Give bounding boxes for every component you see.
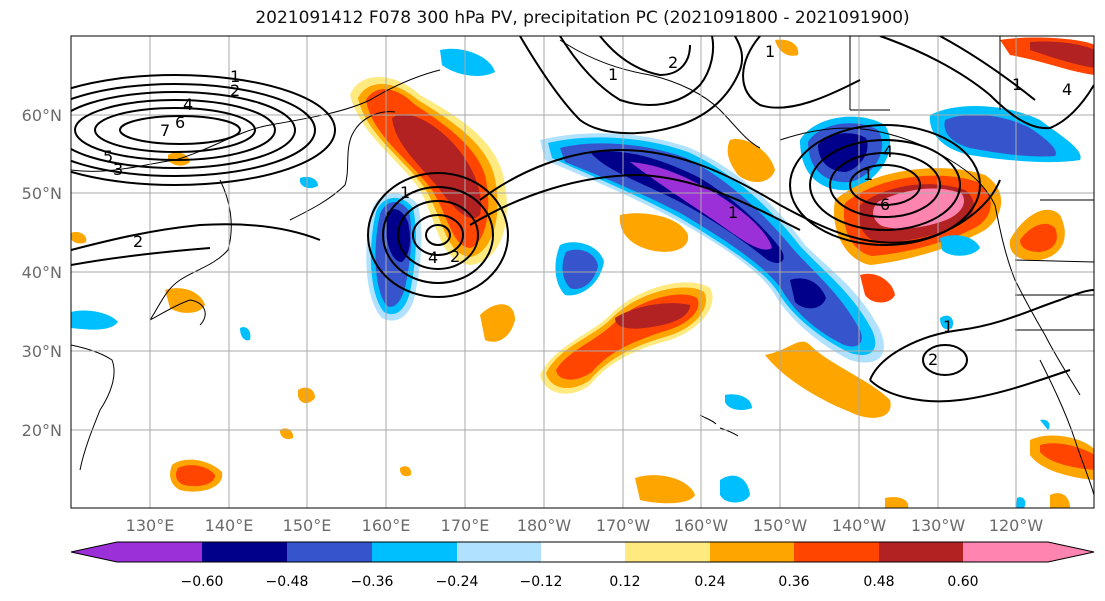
contour-label: 2 [133, 232, 143, 251]
colorbar-bin [457, 542, 541, 562]
contour-label: 1 [863, 165, 873, 184]
colorbar-bin [879, 542, 963, 562]
lat-label: 20°N [22, 421, 62, 440]
pv-contours [71, 36, 1094, 403]
contour-label: 2 [928, 350, 938, 369]
contour-label: 1 [943, 317, 953, 336]
contour-label: 3 [113, 160, 123, 179]
contour-label: 4 [183, 95, 193, 114]
contour-label: 2 [668, 53, 678, 72]
colorbar-bin [710, 542, 794, 562]
colorbar-tick-label: −0.36 [351, 574, 394, 590]
contour-label: 1 [1012, 75, 1022, 94]
colorbar-tick-label: 0.12 [609, 574, 640, 590]
contour-label: 2 [450, 247, 460, 266]
colorbar-tick-label: 0.24 [694, 574, 725, 590]
colorbar-tick-label: −0.48 [266, 574, 309, 590]
lon-label: 150°W [753, 516, 808, 535]
colorbar-tick-label: 0.60 [947, 574, 978, 590]
lat-label: 30°N [22, 342, 62, 361]
lat-label: 40°N [22, 263, 62, 282]
colorbar-bin [372, 542, 457, 562]
latitude-labels: 60°N 50°N 40°N 30°N 20°N [22, 106, 62, 440]
lon-label: 160°W [674, 516, 729, 535]
lon-label: 130°W [911, 516, 966, 535]
contour-label: 1 [230, 67, 240, 86]
contour-label: 1 [608, 65, 618, 84]
lon-label: 120°W [989, 516, 1044, 535]
lon-label: 130°E [126, 516, 175, 535]
lon-label: 160°E [362, 516, 411, 535]
lon-label: 140°E [205, 516, 254, 535]
colorbar: −0.60 −0.48 −0.36 −0.24 −0.12 0.12 0.24 … [70, 541, 1095, 590]
colorbar-tick-label: −0.60 [181, 574, 224, 590]
lat-label: 50°N [22, 184, 62, 203]
colorbar-extend-high [963, 542, 1094, 562]
contour-label: 7 [160, 121, 170, 140]
contour-label: 4 [883, 142, 893, 161]
map-panel: 1 2 4 6 7 5 3 2 1 4 2 1 4 6 1 2 1 2 1 4 … [71, 36, 1094, 508]
contour-label: 4 [1062, 80, 1072, 99]
colorbar-bin [202, 542, 287, 562]
colorbar-tick-label: −0.24 [436, 574, 479, 590]
contour-label: 5 [103, 147, 113, 166]
lat-label: 60°N [22, 106, 62, 125]
contour-label: 2 [230, 81, 240, 100]
contour-label: 1 [400, 183, 410, 202]
graticule [71, 36, 1094, 508]
map-title: 2021091412 F078 300 hPa PV, precipitatio… [255, 8, 910, 28]
contour-label: 1 [765, 42, 775, 61]
colorbar-tick-label: −0.12 [520, 574, 563, 590]
contour-label-group: 1 2 4 6 7 5 3 2 1 4 2 1 4 6 1 2 1 2 1 4 … [103, 42, 1072, 369]
colorbar-tick-label: 0.36 [778, 574, 809, 590]
lon-label: 180°W [517, 516, 572, 535]
contour-label: 6 [880, 195, 890, 214]
contour-label: 1 [728, 203, 738, 222]
colorbar-bin [794, 542, 879, 562]
longitude-labels: 130°E 140°E 150°E 160°E 170°E 180°W 170°… [126, 516, 1044, 535]
colorbar-extend-low [71, 542, 117, 562]
lon-label: 150°E [283, 516, 332, 535]
lon-label: 140°W [832, 516, 887, 535]
colorbar-bin [625, 542, 710, 562]
colorbar-bin [541, 542, 625, 562]
lon-label: 170°E [441, 516, 490, 535]
colorbar-bin [287, 542, 372, 562]
lon-label: 170°W [596, 516, 651, 535]
contour-label: 6 [175, 113, 185, 132]
colorbar-tick-label: 0.48 [863, 574, 894, 590]
colorbar-bin [117, 542, 202, 562]
map-frame [70, 35, 1095, 509]
contour-label: 4 [428, 248, 438, 267]
